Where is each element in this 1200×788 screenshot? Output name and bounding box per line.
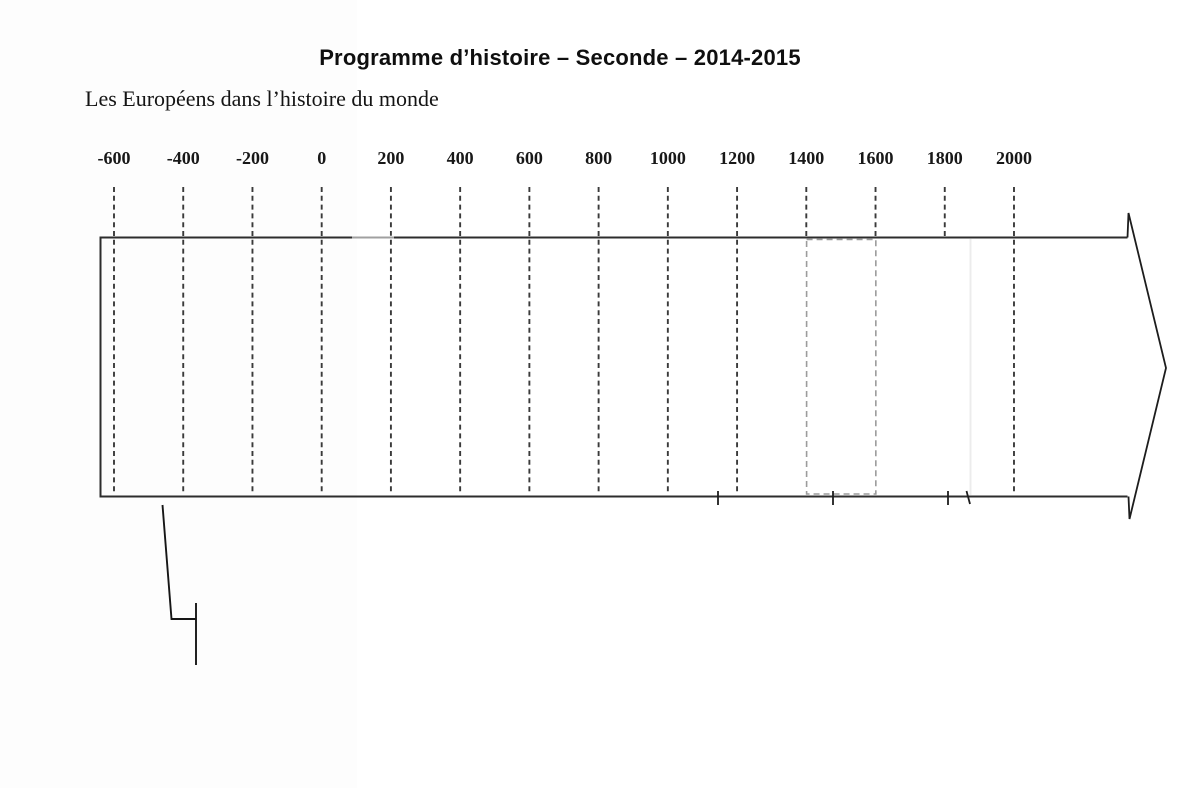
tick-label-1200: 1200	[719, 148, 756, 168]
callout-bracket	[161, 504, 196, 620]
tick-label-600: 600	[515, 148, 543, 168]
tick-label-0: 0	[317, 148, 327, 168]
tick-label--600: -600	[97, 148, 131, 168]
scan-artifact-band	[0, 0, 357, 788]
bottom-tick-mark-4	[965, 490, 971, 505]
tick-label-1000: 1000	[649, 148, 686, 168]
section-heading: Les Européens dans l’histoire du monde	[85, 86, 439, 111]
timeline-band	[99, 236, 1128, 498]
tick-label--400: -400	[166, 148, 200, 168]
page-title: Programme d’histoire – Seconde – 2014-20…	[319, 45, 801, 70]
highlight-box	[805, 238, 877, 495]
tick-label-1600: 1600	[857, 148, 894, 168]
tick-label-1400: 1400	[788, 148, 825, 168]
timeline-arrowhead	[1126, 212, 1167, 520]
tick-label-200: 200	[377, 148, 405, 168]
scan-smudge	[352, 235, 394, 240]
tick-label-800: 800	[585, 148, 613, 168]
tick-label-400: 400	[446, 148, 474, 168]
tick-label-2000: 2000	[995, 148, 1032, 168]
tick-label--200: -200	[235, 148, 269, 168]
tick-label-1800: 1800	[926, 148, 963, 168]
